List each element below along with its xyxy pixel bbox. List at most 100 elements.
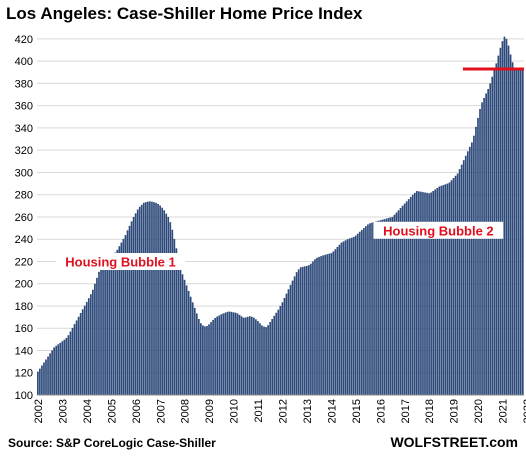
bar [505, 38, 508, 396]
bar [332, 251, 335, 395]
bar [466, 151, 469, 395]
bar [128, 225, 131, 395]
bar [55, 345, 58, 395]
bar [224, 312, 227, 395]
bar [440, 185, 443, 395]
bar [183, 279, 186, 395]
bar [279, 305, 282, 395]
bar [220, 314, 223, 395]
bar [434, 189, 437, 395]
bar [442, 185, 445, 395]
x-tick-label: 2012 [278, 399, 290, 423]
bar [136, 209, 139, 395]
bar [350, 237, 353, 395]
bar [460, 164, 463, 395]
bar [517, 70, 520, 395]
bar [352, 236, 355, 395]
bar [314, 259, 316, 395]
bar [436, 188, 439, 395]
bar [387, 218, 390, 395]
bar [426, 192, 428, 395]
bar [185, 285, 188, 395]
bar [422, 192, 424, 395]
bar [71, 327, 74, 395]
bar [181, 274, 184, 395]
bar [413, 192, 416, 395]
bar [218, 315, 221, 395]
y-tick-label: 360 [15, 101, 33, 113]
bar [39, 368, 41, 395]
bar [356, 233, 359, 395]
bar [63, 339, 66, 395]
y-tick-label: 280 [15, 190, 33, 202]
bar [250, 316, 253, 395]
bar [173, 238, 176, 395]
bar [485, 93, 487, 396]
bar [277, 309, 280, 395]
bar [448, 182, 451, 395]
bar [299, 267, 302, 395]
bar [212, 319, 214, 395]
bar [140, 204, 143, 395]
y-tick-label: 200 [15, 279, 33, 291]
bar [454, 175, 457, 395]
x-tick-label: 2011 [253, 399, 265, 423]
bar [395, 212, 398, 395]
bar [291, 280, 294, 395]
bar [383, 219, 386, 395]
bar [45, 359, 47, 395]
bar [240, 316, 243, 395]
bar [342, 241, 345, 395]
bar [308, 265, 310, 395]
x-tick-label: 2002 [33, 399, 45, 423]
bar [57, 344, 60, 395]
bar [316, 257, 318, 395]
bar [37, 371, 39, 395]
bar [47, 356, 49, 395]
bar [301, 266, 304, 395]
bar [322, 255, 324, 395]
bar [344, 240, 347, 395]
bar [204, 326, 206, 395]
bar [49, 353, 51, 395]
bar [165, 213, 168, 395]
bar [444, 184, 447, 395]
bar [403, 203, 406, 395]
y-tick-label: 120 [15, 368, 33, 380]
bar [169, 222, 172, 395]
bar [373, 222, 375, 395]
bar [230, 311, 233, 395]
bar [289, 284, 292, 395]
bar [145, 202, 147, 395]
bar [511, 62, 514, 396]
bar [238, 314, 241, 395]
bar [521, 67, 524, 395]
x-tick-label: 2017 [400, 399, 412, 423]
x-tick-label: 2015 [351, 399, 363, 423]
bar [179, 266, 182, 395]
bar [452, 178, 455, 395]
y-tick-label: 240 [15, 234, 33, 246]
bar [336, 247, 339, 395]
y-tick-label: 140 [15, 346, 33, 358]
bar [87, 298, 90, 395]
bar [232, 312, 235, 395]
bar [246, 316, 249, 395]
bar [271, 319, 274, 395]
x-tick-label: 2008 [180, 399, 192, 423]
bar [420, 191, 422, 395]
x-tick-label: 2014 [326, 399, 338, 423]
bar [261, 325, 263, 395]
bar [305, 265, 308, 395]
bar [81, 309, 84, 395]
bar [513, 67, 516, 395]
bar [446, 183, 449, 395]
y-tick-label: 260 [15, 212, 33, 224]
bar [189, 296, 192, 395]
bar [365, 226, 367, 395]
x-tick-label: 2016 [375, 399, 387, 423]
brand-label: WOLFSTREET.com [390, 434, 518, 450]
bar [371, 222, 373, 395]
bar [275, 312, 278, 395]
